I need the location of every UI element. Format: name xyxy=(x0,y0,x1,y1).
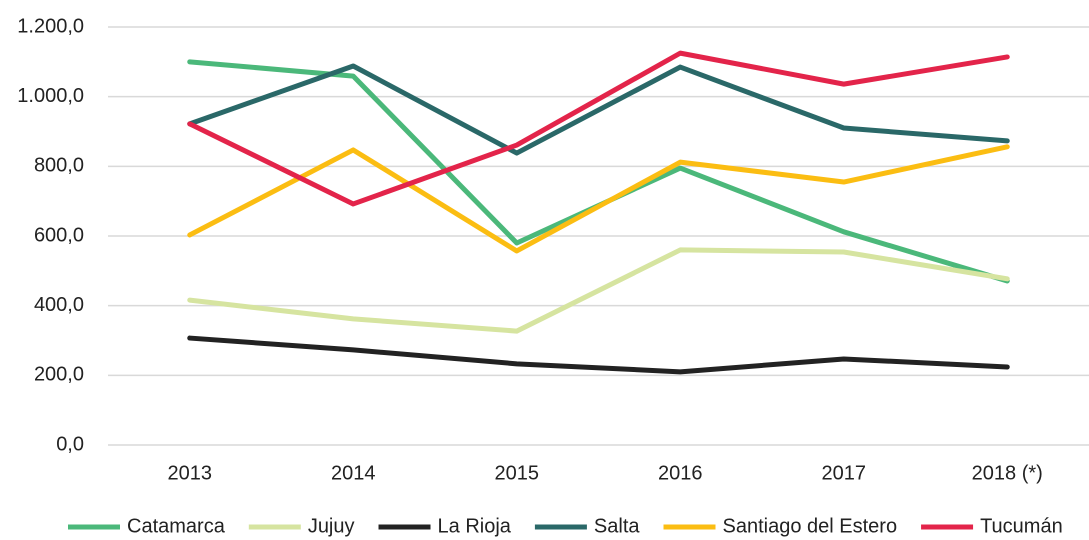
y-tick-label: 0,0 xyxy=(56,433,84,455)
legend-label: Salta xyxy=(594,515,640,537)
x-tick-label: 2015 xyxy=(495,462,540,484)
y-tick-label: 400,0 xyxy=(34,294,84,316)
x-tick-label: 2013 xyxy=(168,462,213,484)
legend-label: Jujuy xyxy=(308,515,355,537)
series-line xyxy=(187,335,1010,375)
y-tick-label: 1.000,0 xyxy=(17,85,84,107)
y-tick-label: 1.200,0 xyxy=(17,15,84,37)
series-line xyxy=(187,50,1010,207)
x-tick-label: 2016 xyxy=(658,462,703,484)
legend-label: La Rioja xyxy=(438,515,512,537)
x-tick-label: 2018 (*) xyxy=(972,462,1043,484)
x-tick-label: 2014 xyxy=(331,462,376,484)
legend-label: Tucumán xyxy=(980,515,1063,537)
series-line xyxy=(187,247,1010,334)
y-tick-label: 800,0 xyxy=(34,155,84,177)
series-line xyxy=(187,144,1010,254)
series-line xyxy=(187,63,1010,156)
legend-label: Santiago del Estero xyxy=(723,515,898,537)
legend-label: Catamarca xyxy=(127,515,226,537)
x-tick-label: 2017 xyxy=(822,462,867,484)
y-tick-label: 200,0 xyxy=(34,364,84,386)
y-tick-label: 600,0 xyxy=(34,224,84,246)
